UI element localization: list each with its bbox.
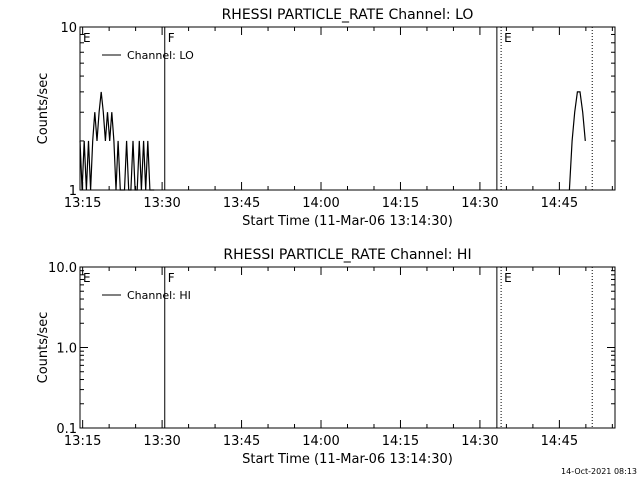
y-tick-label: 1.0 xyxy=(56,342,77,357)
x-tick-label: 13:30 xyxy=(143,196,180,211)
x-axis-label: Start Time (11-Mar-06 13:14:30) xyxy=(242,214,453,229)
x-tick-label: 14:15 xyxy=(382,434,419,449)
footer-timestamp: 14-Oct-2021 08:13 xyxy=(561,467,637,476)
series-line xyxy=(79,91,155,191)
event-marker-label: E xyxy=(504,271,512,285)
x-tick-label: 13:15 xyxy=(64,434,101,449)
y-tick-label: 10.0 xyxy=(48,261,77,276)
x-tick-label: 14:15 xyxy=(382,196,419,211)
x-tick-label: 14:00 xyxy=(302,434,339,449)
event-marker-label: E xyxy=(83,271,91,285)
y-tick-label: 10 xyxy=(60,21,77,36)
x-tick-label: 13:15 xyxy=(64,196,101,211)
event-marker-label: F xyxy=(168,31,175,45)
x-tick-label: 14:00 xyxy=(302,196,339,211)
x-tick-label: 14:45 xyxy=(541,434,578,449)
chart-title: RHESSI PARTICLE_RATE Channel: HI xyxy=(223,247,471,263)
event-marker-label: F xyxy=(168,271,175,285)
legend-label: Channel: HI xyxy=(127,289,191,302)
y-tick-label: 1 xyxy=(69,184,77,199)
x-tick-label: 14:30 xyxy=(461,196,498,211)
event-marker-label: E xyxy=(504,31,512,45)
legend-label: Channel: LO xyxy=(127,49,194,62)
x-tick-label: 13:45 xyxy=(223,434,260,449)
x-axis-label: Start Time (11-Mar-06 13:14:30) xyxy=(242,452,453,467)
event-marker-label: E xyxy=(83,31,91,45)
chart-title: RHESSI PARTICLE_RATE Channel: LO xyxy=(222,7,474,23)
x-tick-label: 14:45 xyxy=(541,196,578,211)
series-line xyxy=(568,91,586,191)
x-tick-label: 13:45 xyxy=(223,196,260,211)
x-tick-label: 13:30 xyxy=(143,434,180,449)
y-tick-label: 0.1 xyxy=(56,422,77,437)
y-axis-label: Counts/sec xyxy=(36,312,51,384)
x-tick-label: 14:30 xyxy=(461,434,498,449)
y-axis-label: Counts/sec xyxy=(36,73,51,145)
